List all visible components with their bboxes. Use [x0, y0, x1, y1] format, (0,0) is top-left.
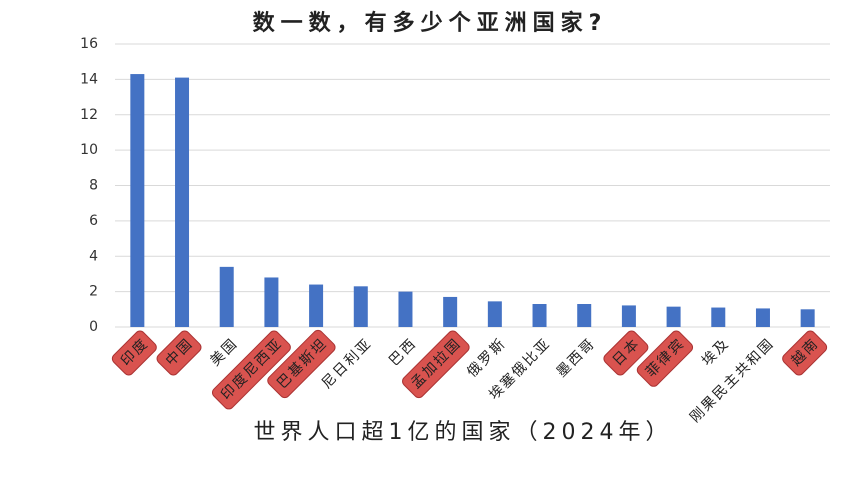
highlight-box	[156, 330, 202, 376]
highlight-box	[267, 329, 336, 399]
x-tick-group: 巴西	[386, 335, 420, 369]
bar	[398, 291, 413, 327]
highlight-box	[636, 330, 694, 387]
y-tick-label: 10	[80, 142, 98, 158]
bar	[309, 284, 324, 327]
x-tick-group: 墨西哥	[554, 335, 599, 380]
highlight-box	[603, 330, 649, 376]
highlight-box	[782, 330, 828, 376]
bar	[532, 304, 547, 327]
x-tick-label: 美国	[207, 335, 241, 369]
x-tick-group: 越南	[782, 330, 828, 376]
bar	[130, 74, 145, 327]
bar	[577, 304, 592, 327]
bar	[711, 307, 726, 327]
y-tick-label: 4	[89, 248, 98, 264]
x-tick-label: 巴西	[386, 335, 420, 369]
highlight-box	[211, 330, 291, 410]
x-tick-label: 埃及	[699, 335, 733, 369]
y-tick-label: 0	[89, 319, 98, 335]
bar	[800, 309, 815, 327]
x-tick-group: 菲律宾	[636, 330, 694, 387]
bar	[621, 305, 636, 327]
y-tick-label: 14	[80, 71, 98, 87]
x-tick-group: 俄罗斯	[464, 335, 509, 380]
bar	[487, 301, 502, 327]
bar	[443, 296, 458, 327]
chart-subtitle: 世界人口超1亿的国家（2024年）	[254, 420, 673, 445]
highlight-box	[402, 330, 470, 399]
bar	[264, 277, 279, 327]
y-tick-label: 12	[80, 107, 98, 123]
chart-title: 数一数，有多少个亚洲国家?	[253, 10, 608, 36]
x-tick-group: 刚果民主共和国	[687, 335, 778, 426]
bar	[219, 266, 234, 327]
y-tick-label: 6	[89, 213, 98, 229]
x-tick-group: 埃及	[699, 335, 733, 369]
x-tick-label: 墨西哥	[554, 335, 599, 380]
x-tick-group: 中国	[156, 330, 202, 376]
bar	[666, 306, 681, 327]
x-tick-group: 印度	[111, 330, 157, 376]
y-tick-label: 8	[89, 178, 98, 194]
y-tick-label: 16	[80, 36, 98, 52]
y-tick-label: 2	[89, 284, 98, 300]
x-tick-label: 刚果民主共和国	[687, 335, 778, 426]
bar	[353, 286, 368, 327]
highlight-box	[111, 330, 157, 376]
x-tick-group: 美国	[207, 335, 241, 369]
bar	[755, 308, 770, 327]
x-tick-label: 俄罗斯	[464, 335, 509, 380]
bar	[175, 77, 190, 327]
